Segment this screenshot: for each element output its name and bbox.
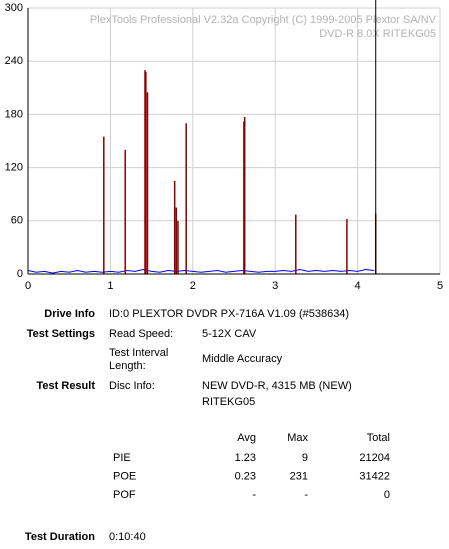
- cell: 1.23: [235, 452, 256, 464]
- value: NEW DVD-R, 4315 MB (NEW): [202, 380, 352, 392]
- plot-area: [28, 8, 440, 274]
- label: Test Settings: [27, 328, 95, 340]
- cell: 0.23: [235, 470, 256, 482]
- label: Test Interval: [109, 347, 168, 359]
- pie-line: [27, 269, 375, 274]
- row-label: POE: [113, 470, 136, 482]
- cell: 31422: [359, 470, 390, 482]
- col-header: Max: [287, 432, 308, 444]
- label: Test Duration: [25, 531, 95, 543]
- x-tick-label: 5: [437, 280, 443, 292]
- y-tick-label: 180: [5, 108, 23, 120]
- cell: 0: [384, 489, 390, 501]
- col-header: Total: [367, 432, 390, 444]
- label: Disc Info:: [109, 380, 155, 392]
- y-tick-label: 300: [5, 2, 23, 14]
- x-tick-label: 2: [190, 280, 196, 292]
- cell: -: [304, 489, 308, 501]
- row-label: PIE: [113, 452, 131, 464]
- chart-header: PlexTools Professional V2.32a Copyright …: [90, 14, 437, 26]
- y-tick-label: 0: [17, 268, 23, 280]
- x-tick-label: 1: [107, 280, 113, 292]
- y-tick-label: 120: [5, 162, 23, 174]
- value: Middle Accuracy: [202, 353, 283, 365]
- label: Test Result: [37, 380, 96, 392]
- label: Length:: [109, 360, 146, 372]
- value: RITEKG05: [202, 396, 255, 408]
- x-tick-label: 0: [25, 280, 31, 292]
- cell: 231: [290, 470, 308, 482]
- value: 0:10:40: [109, 531, 146, 543]
- chart-header: DVD-R 8.0X RITEKG05: [319, 28, 436, 40]
- col-header: Avg: [237, 432, 256, 444]
- row-label: POF: [113, 489, 136, 501]
- cell: -: [252, 489, 256, 501]
- label: Drive Info: [44, 308, 95, 320]
- y-tick-label: 60: [11, 215, 23, 227]
- value: ID:0 PLEXTOR DVDR PX-716A V1.09 (#538634…: [109, 308, 349, 320]
- cell: 21204: [359, 452, 390, 464]
- label: Read Speed:: [109, 328, 173, 340]
- x-tick-label: 3: [272, 280, 278, 292]
- cell: 9: [302, 452, 308, 464]
- value: 5-12X CAV: [202, 328, 257, 340]
- info: Drive Info ID:0 PLEXTOR DVDR PX-716A V1.…: [25, 308, 390, 543]
- x-tick-label: 4: [355, 280, 361, 292]
- y-tick-label: 240: [5, 55, 23, 67]
